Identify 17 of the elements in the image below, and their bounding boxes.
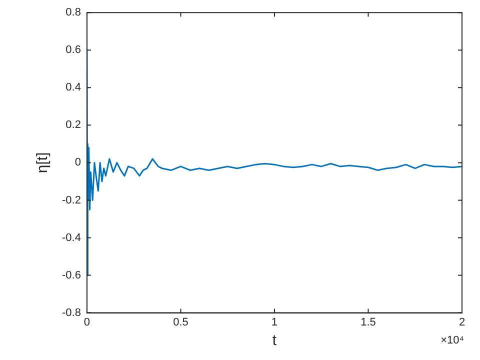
x-tick-label: 1.5 xyxy=(360,316,376,328)
y-tick-label: 0 xyxy=(74,156,81,169)
y-tick-label: 0.8 xyxy=(66,6,81,19)
x-tick-label: 1 xyxy=(271,316,278,328)
y-tick-label: 0.4 xyxy=(66,82,81,94)
y-tick-label: 0.2 xyxy=(66,119,81,132)
text: ×10⁴ xyxy=(440,334,464,346)
y-tick-label: -0.2 xyxy=(62,194,81,206)
y-tick-label: -0.8 xyxy=(62,306,81,319)
y-tick-label: -0.4 xyxy=(62,232,81,244)
x-tick-label: 0 xyxy=(84,316,90,328)
y-tick-label: -0.6 xyxy=(62,269,81,282)
x-tick-label: 0.5 xyxy=(173,316,188,328)
x-axis-title: t xyxy=(272,332,278,350)
x-tick-label: 2 xyxy=(458,316,466,328)
y-tick-label: 0.6 xyxy=(66,44,81,56)
y-axis-title: η[t] xyxy=(34,152,52,174)
